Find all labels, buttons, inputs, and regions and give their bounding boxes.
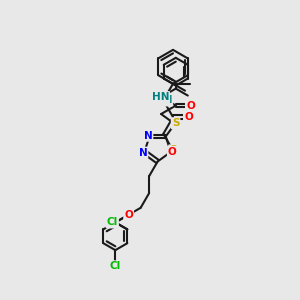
Text: S: S	[169, 146, 177, 155]
Text: Cl: Cl	[106, 218, 118, 227]
Text: HN: HN	[152, 92, 169, 102]
Text: O: O	[184, 112, 193, 122]
Text: O: O	[186, 100, 195, 111]
Text: N: N	[143, 131, 152, 141]
Text: N: N	[139, 148, 147, 158]
Text: S: S	[172, 118, 179, 128]
Text: Cl: Cl	[110, 261, 121, 271]
Text: O: O	[168, 147, 177, 157]
Text: O: O	[124, 210, 133, 220]
Text: HN: HN	[154, 95, 172, 105]
